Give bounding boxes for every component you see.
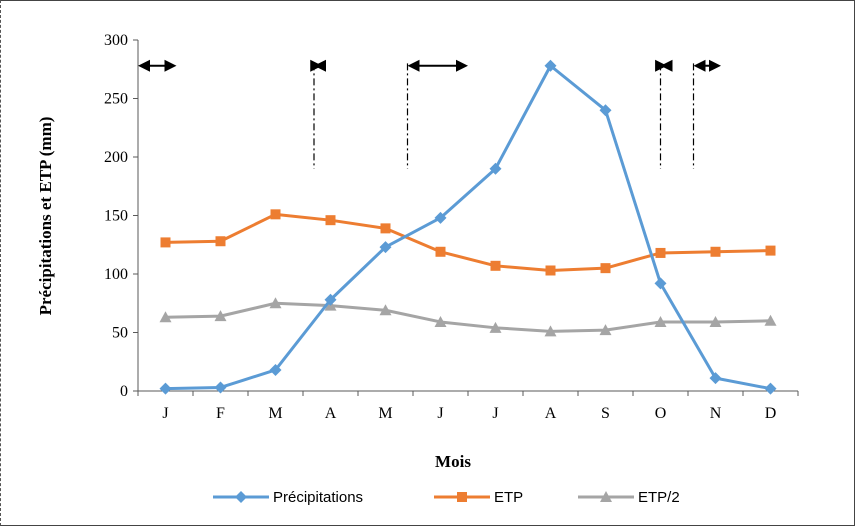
axes: 0 50 100 150 200 250 300 J F M A M J J A S O N D bbox=[104, 32, 799, 422]
data-point bbox=[600, 263, 611, 274]
y-tick-label: 50 bbox=[112, 325, 128, 342]
series-line bbox=[165, 212, 771, 272]
y-tick-label: 100 bbox=[104, 266, 128, 283]
data-point bbox=[215, 236, 226, 247]
x-tick-label: F bbox=[216, 405, 225, 422]
data-point bbox=[270, 209, 281, 220]
x-tick-label: J bbox=[437, 405, 443, 422]
x-axis-title: Mois bbox=[435, 452, 471, 471]
y-tick-label: 200 bbox=[104, 149, 128, 166]
double-arrow bbox=[693, 59, 721, 72]
double-arrow bbox=[310, 59, 326, 72]
legend-item: ETP/2 bbox=[578, 489, 680, 506]
x-tick-label: A bbox=[545, 405, 557, 422]
series-etp bbox=[160, 209, 776, 276]
legend-label: Précipitations bbox=[273, 489, 363, 506]
arrow-head-left bbox=[407, 59, 420, 72]
y-axis-title: Précipitations et ETP (mm) bbox=[36, 117, 55, 316]
y-tick-label: 250 bbox=[104, 91, 128, 108]
x-tick-label: J bbox=[492, 405, 498, 422]
data-point bbox=[435, 246, 446, 257]
series-line bbox=[165, 301, 771, 333]
double-arrow bbox=[407, 59, 468, 72]
legend-item: ETP bbox=[434, 489, 523, 506]
double-arrow bbox=[655, 59, 673, 72]
data-point bbox=[269, 363, 282, 376]
arrow-head-right bbox=[164, 59, 177, 72]
data-point bbox=[434, 211, 447, 224]
data-point bbox=[269, 297, 282, 309]
data-point bbox=[379, 241, 392, 254]
x-tick-label: D bbox=[765, 405, 777, 422]
data-point bbox=[490, 260, 501, 271]
legend-label: ETP bbox=[494, 489, 523, 506]
x-tick-label: N bbox=[710, 405, 722, 422]
data-point bbox=[489, 162, 502, 175]
data-point bbox=[599, 104, 612, 117]
data-point bbox=[545, 265, 556, 276]
double-arrow bbox=[138, 59, 177, 72]
series-layer bbox=[159, 59, 777, 395]
data-point bbox=[434, 315, 447, 327]
data-point bbox=[159, 382, 172, 395]
data-point bbox=[325, 215, 336, 226]
x-tick-label: A bbox=[325, 405, 337, 422]
arrow-head-right bbox=[709, 59, 721, 72]
data-point bbox=[764, 314, 777, 326]
legend-marker bbox=[600, 491, 612, 502]
legend-label: ETP/2 bbox=[638, 489, 680, 506]
data-point bbox=[709, 372, 722, 385]
series-line bbox=[165, 64, 771, 391]
legend-item: Précipitations bbox=[213, 489, 363, 506]
x-tick-label: M bbox=[268, 405, 282, 422]
legend-marker bbox=[457, 492, 467, 502]
series-pr-cipitations bbox=[159, 59, 777, 395]
arrow-head-right bbox=[310, 59, 323, 72]
season-arrows bbox=[138, 59, 721, 72]
data-point bbox=[214, 381, 227, 394]
arrow-head-left bbox=[138, 59, 150, 72]
data-point bbox=[710, 246, 721, 257]
data-point bbox=[380, 223, 391, 234]
x-tick-label: M bbox=[378, 405, 392, 422]
data-point bbox=[324, 293, 337, 306]
data-point bbox=[214, 310, 227, 322]
legend-marker bbox=[235, 491, 247, 503]
y-tick-label: 0 bbox=[120, 383, 128, 400]
arrow-head-right bbox=[456, 59, 468, 72]
series-etp-2 bbox=[159, 297, 777, 337]
data-point bbox=[765, 245, 776, 256]
data-point bbox=[379, 304, 392, 316]
data-point bbox=[599, 324, 612, 336]
data-point bbox=[654, 277, 667, 290]
legend: Précipitations ETP ETP/2 bbox=[213, 489, 680, 506]
data-point bbox=[764, 382, 777, 395]
data-point bbox=[159, 311, 172, 323]
x-tick-label: J bbox=[162, 405, 168, 422]
arrow-head-right bbox=[655, 59, 668, 72]
y-tick-label: 300 bbox=[104, 32, 128, 49]
arrow-head-left bbox=[693, 59, 706, 72]
season-dividers bbox=[313, 63, 695, 169]
data-point bbox=[709, 315, 722, 327]
data-point bbox=[489, 321, 502, 333]
x-tick-label: O bbox=[655, 405, 667, 422]
data-point bbox=[544, 59, 557, 72]
data-point bbox=[544, 325, 557, 337]
y-tick-label: 150 bbox=[104, 208, 128, 225]
data-point bbox=[654, 315, 667, 327]
data-point bbox=[655, 247, 666, 258]
x-tick-label: S bbox=[601, 405, 610, 422]
data-point bbox=[160, 237, 171, 248]
